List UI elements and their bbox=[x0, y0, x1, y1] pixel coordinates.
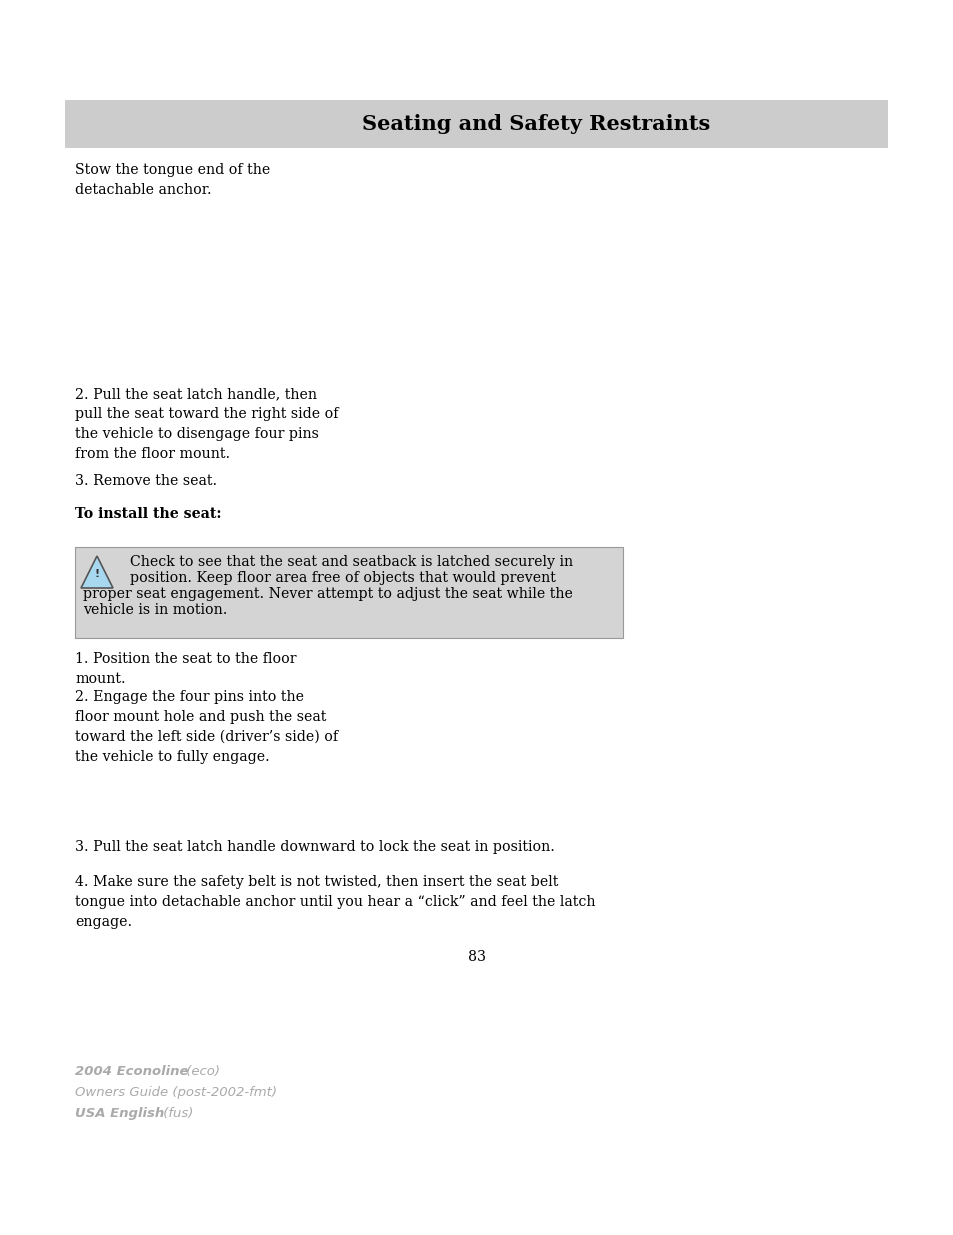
Polygon shape bbox=[81, 556, 112, 588]
Text: Owners Guide (post-2002-fmt): Owners Guide (post-2002-fmt) bbox=[75, 1086, 276, 1099]
Text: To install the seat:: To install the seat: bbox=[75, 508, 221, 521]
FancyBboxPatch shape bbox=[345, 655, 619, 820]
Text: Stow the tongue end of the
detachable anchor.: Stow the tongue end of the detachable an… bbox=[75, 163, 270, 198]
FancyBboxPatch shape bbox=[65, 100, 887, 148]
Text: USA English: USA English bbox=[75, 1107, 164, 1120]
Text: 2. Engage the four pins into the
floor mount hole and push the seat
toward the l: 2. Engage the four pins into the floor m… bbox=[75, 690, 337, 764]
Text: 4. Make sure the safety belt is not twisted, then insert the seat belt
tongue in: 4. Make sure the safety belt is not twis… bbox=[75, 876, 595, 929]
FancyBboxPatch shape bbox=[345, 163, 635, 370]
Text: 3. Remove the seat.: 3. Remove the seat. bbox=[75, 474, 217, 488]
Text: 2004 Econoline: 2004 Econoline bbox=[75, 1065, 189, 1078]
Text: Check to see that the seat and seatback is latched securely in: Check to see that the seat and seatback … bbox=[130, 555, 573, 569]
FancyBboxPatch shape bbox=[75, 547, 622, 638]
Text: 3. Pull the seat latch handle downward to lock the seat in position.: 3. Pull the seat latch handle downward t… bbox=[75, 840, 555, 853]
Text: (fus): (fus) bbox=[159, 1107, 193, 1120]
FancyBboxPatch shape bbox=[345, 380, 635, 520]
Text: position. Keep floor area free of objects that would prevent: position. Keep floor area free of object… bbox=[130, 571, 556, 585]
Text: 1. Position the seat to the floor
mount.: 1. Position the seat to the floor mount. bbox=[75, 652, 296, 687]
Text: (eco): (eco) bbox=[182, 1065, 220, 1078]
Text: 2. Pull the seat latch handle, then
pull the seat toward the right side of
the v: 2. Pull the seat latch handle, then pull… bbox=[75, 387, 338, 461]
Text: 83: 83 bbox=[468, 950, 485, 965]
Text: proper seat engagement. Never attempt to adjust the seat while the: proper seat engagement. Never attempt to… bbox=[83, 587, 572, 601]
Text: !: ! bbox=[94, 569, 99, 579]
Text: vehicle is in motion.: vehicle is in motion. bbox=[83, 603, 227, 618]
Text: Seating and Safety Restraints: Seating and Safety Restraints bbox=[362, 114, 710, 135]
